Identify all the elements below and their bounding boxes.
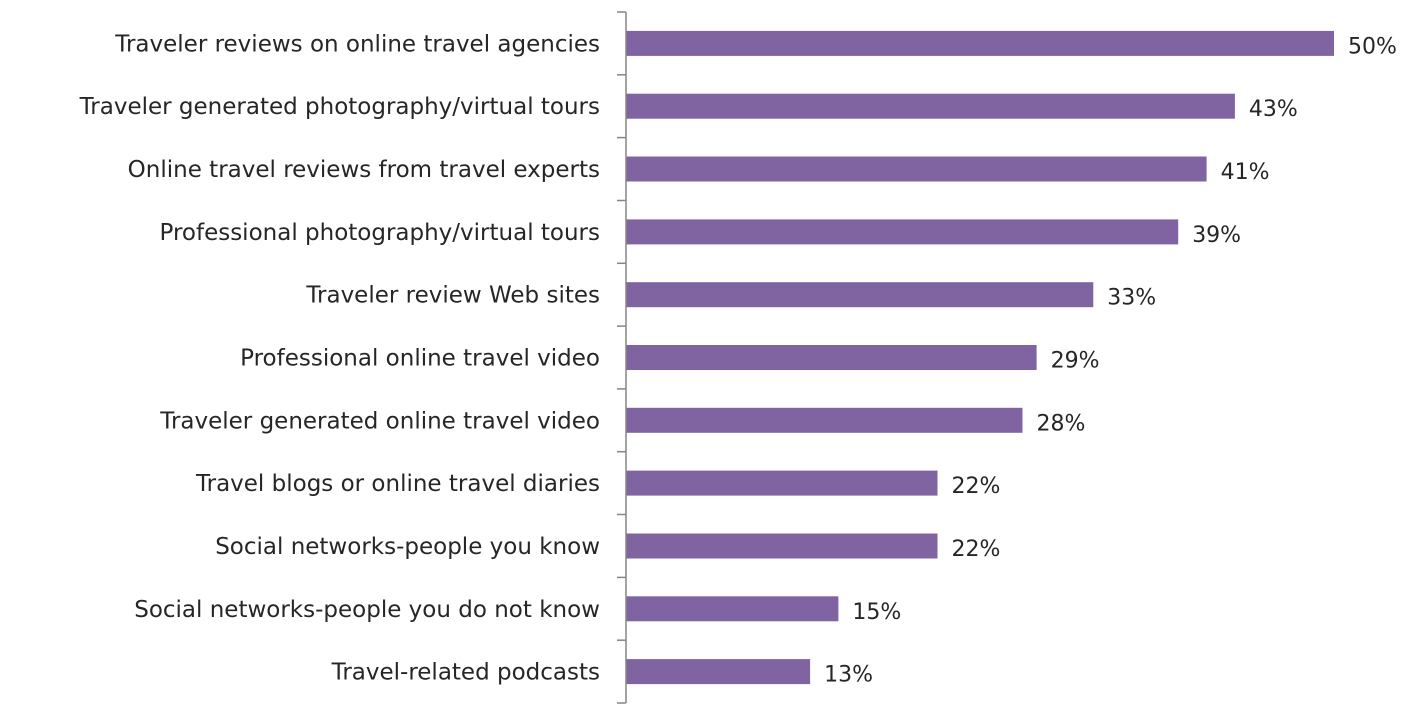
bar <box>626 345 1037 370</box>
category-label: Traveler generated online travel video <box>159 408 600 434</box>
value-label: 29% <box>1051 349 1100 374</box>
category-label: Online travel reviews from travel expert… <box>128 157 600 183</box>
category-label: Traveler reviews on online travel agenci… <box>114 31 600 57</box>
value-label: 28% <box>1037 411 1086 436</box>
bar <box>626 30 1334 56</box>
bar <box>626 93 1235 119</box>
category-label: Professional online travel video <box>240 346 600 372</box>
bar <box>626 470 938 496</box>
category-label: Traveler generated photography/virtual t… <box>79 94 600 120</box>
value-label: 50% <box>1348 34 1397 59</box>
value-labels: 50% 43% 41% 39% 33% 29% 28% 22% 22% 15% 13% <box>824 34 1397 687</box>
bar <box>626 219 1179 245</box>
category-axis <box>617 11 627 704</box>
value-label: 43% <box>1249 97 1298 122</box>
value-label: 22% <box>952 537 1001 562</box>
bar <box>626 156 1207 182</box>
value-label: 39% <box>1192 223 1241 248</box>
category-label: Traveler review Web sites <box>305 283 600 309</box>
bar <box>626 659 811 685</box>
category-label: Social networks-people you know <box>215 534 600 560</box>
category-labels: Traveler reviews on online travel agenci… <box>79 31 600 685</box>
category-label: Professional photography/virtual tours <box>159 220 600 246</box>
bars <box>626 30 1334 685</box>
value-label: 15% <box>852 600 901 625</box>
bar <box>626 407 1023 433</box>
category-label: Travel-related podcasts <box>331 660 600 686</box>
category-label: Social networks-people you do not know <box>134 597 600 623</box>
value-label: 33% <box>1107 286 1156 311</box>
bar <box>626 596 839 622</box>
bar <box>626 533 938 559</box>
category-label: Travel blogs or online travel diaries <box>195 471 600 497</box>
value-label: 13% <box>824 663 873 688</box>
bar <box>626 282 1094 308</box>
value-label: 22% <box>952 474 1001 499</box>
value-label: 41% <box>1221 160 1270 185</box>
